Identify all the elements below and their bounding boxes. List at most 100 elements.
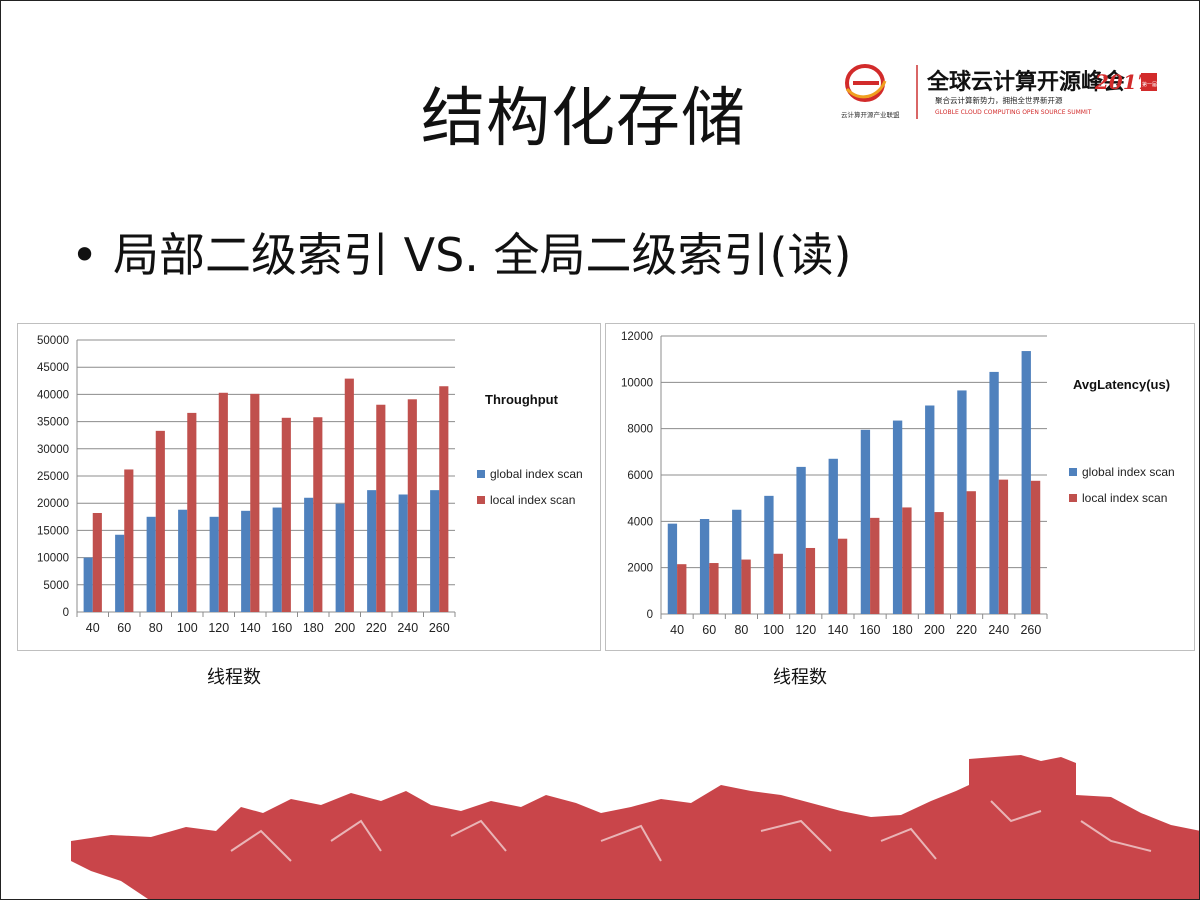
bullet-item: • 局部二级索引 VS. 全局二级索引(读) [71, 219, 851, 285]
bar [241, 510, 251, 612]
y-tick-label: 20000 [37, 498, 69, 510]
chart-title: AvgLatency(us) [1073, 377, 1170, 392]
bar [115, 534, 125, 612]
x-tick-label: 100 [177, 621, 198, 635]
throughput-chart-svg: 0 5000 10000 15000 20000 25000 30000 35000 40000… [17, 323, 601, 651]
bar [367, 490, 377, 612]
x-tick-label: 60 [702, 623, 716, 637]
bullet-dot-icon: • [71, 228, 99, 282]
y-tick-label: 30000 [37, 444, 69, 456]
x-tick-label: 40 [670, 623, 684, 637]
bar [667, 523, 678, 614]
great-wall-footer-art [71, 755, 1199, 899]
y-tick-label: 5000 [43, 580, 69, 592]
mountain-highlights [230, 800, 1152, 862]
legend-label: local index scan [490, 493, 575, 507]
x-tick-label: 80 [734, 623, 748, 637]
latency-chart: 0 2000 4000 6000 8000 10000 12000 40 60 80 100 120 1… [605, 323, 1195, 651]
y-tick-label: 0 [63, 607, 69, 619]
x-tick-label: 200 [334, 621, 355, 635]
legend-label: global index scan [1082, 465, 1175, 479]
bar [732, 509, 742, 614]
y-tick-label: 4000 [627, 516, 653, 528]
logo-brand: 全球云计算开源峰会 [926, 69, 1125, 95]
y-tick-label: 12000 [621, 331, 653, 343]
legend-swatch [477, 496, 485, 504]
bar [178, 509, 188, 612]
y-tick-label: 25000 [37, 471, 69, 483]
bar [209, 516, 219, 612]
y-tick-label: 0 [647, 609, 653, 621]
bar [699, 519, 710, 614]
bar [709, 563, 719, 614]
bar [335, 503, 345, 612]
bar [155, 430, 165, 612]
x-tick-label: 260 [429, 621, 450, 635]
x-tick-label: 240 [988, 623, 1009, 637]
legend-swatch [477, 470, 485, 478]
y-tick-label: 15000 [37, 525, 69, 537]
y-tick-label: 10000 [37, 553, 69, 565]
y-tick-label: 45000 [37, 362, 69, 374]
bar [272, 507, 282, 612]
bar [837, 538, 848, 614]
x-tick-label: 220 [366, 621, 387, 635]
bar [764, 495, 774, 614]
bar [925, 405, 935, 614]
logo-caption-small: 云计算开源产业联盟 [841, 110, 900, 119]
bar [1021, 351, 1031, 614]
y-tick-label: 50000 [37, 335, 69, 347]
legend-label: local index scan [1082, 491, 1167, 505]
bar [83, 557, 93, 612]
bar [870, 517, 880, 614]
bar [741, 559, 751, 614]
bar [860, 429, 871, 614]
logo-slogan: 聚合云计算新势力，拥抱全世界新开源 [935, 95, 1063, 105]
x-tick-label: 100 [763, 623, 784, 637]
x-tick-label: 40 [86, 621, 100, 635]
x-tick-label: 160 [860, 623, 881, 637]
x-tick-label: 260 [1020, 623, 1041, 637]
throughput-chart: 0 5000 10000 15000 20000 25000 30000 35000 40000… [17, 323, 601, 651]
x-tick-label: 160 [271, 621, 292, 635]
latency-chart-svg: 0 2000 4000 6000 8000 10000 12000 40 60 80 100 120 1… [605, 323, 1195, 651]
x-tick-label: 60 [117, 621, 131, 635]
bar [892, 420, 903, 614]
x-tick-label: 240 [397, 621, 418, 635]
y-tick-label: 10000 [621, 377, 653, 389]
bar [187, 412, 197, 612]
bar [828, 458, 838, 614]
bar [313, 417, 323, 612]
bar [430, 490, 440, 612]
slide-title: 结构化存储 [421, 82, 746, 156]
mountain-silhouette [71, 755, 1199, 899]
summit-logo: 云计算开源产业联盟 全球云计算开源峰会 2017 第一届 聚合云计算新势力，拥抱… [841, 64, 1157, 119]
bar [805, 547, 816, 614]
bar [934, 512, 944, 614]
bar [92, 512, 102, 612]
x-tick-label: 80 [149, 621, 163, 635]
bar [146, 516, 156, 612]
chart-title: Throughput [485, 392, 559, 407]
legend-label: global index scan [490, 467, 583, 481]
bar [439, 386, 449, 612]
bar [989, 371, 999, 614]
bar [218, 392, 228, 612]
x-tick-label: 220 [956, 623, 977, 637]
legend-swatch [1069, 494, 1077, 502]
bar [677, 564, 687, 614]
logo-badge: 第一届 [1142, 81, 1157, 88]
x-tick-label: 140 [827, 623, 848, 637]
bar [344, 378, 354, 612]
bar [773, 553, 783, 614]
bullet-text: 局部二级索引 VS. 全局二级索引(读) [113, 228, 852, 282]
bar [250, 393, 260, 612]
latency-xlabel: 线程数 [773, 667, 827, 688]
bar [796, 466, 806, 614]
bar [407, 399, 417, 612]
e-mark-icon [845, 64, 887, 102]
y-tick-label: 40000 [37, 389, 69, 401]
bar [304, 497, 314, 612]
y-tick-label: 8000 [627, 424, 653, 436]
